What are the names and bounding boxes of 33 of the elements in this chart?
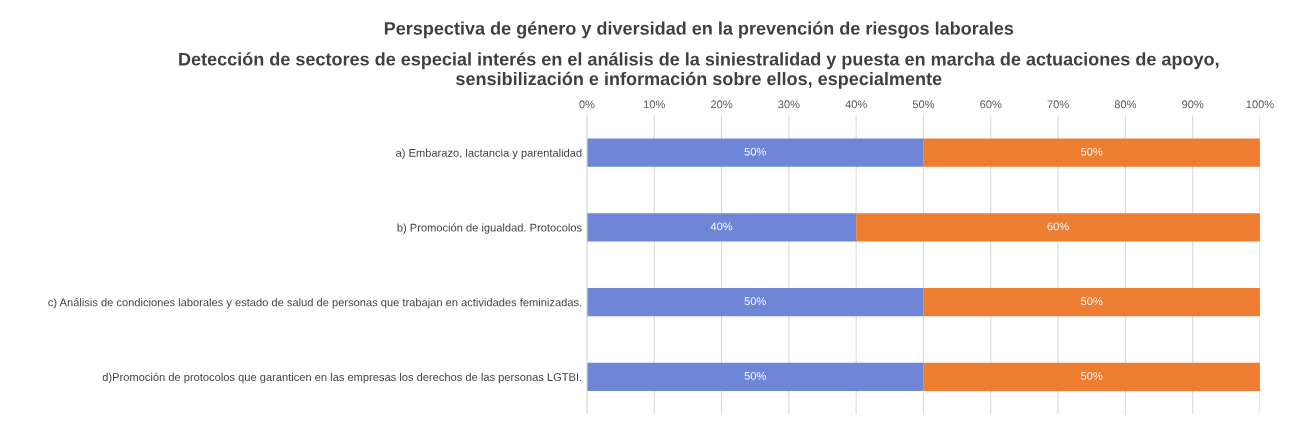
data-label: 50% — [744, 147, 766, 156]
bar — [856, 213, 1260, 242]
x-tick-label: 80% — [1114, 100, 1137, 109]
x-tick-label: 10% — [643, 100, 665, 109]
bar — [923, 138, 1260, 167]
x-tick-label: 0% — [579, 100, 595, 109]
data-label: 50% — [744, 371, 766, 380]
x-tick-label: 90% — [1182, 100, 1204, 109]
data-label: 50% — [1081, 147, 1103, 156]
x-tick-label: 70% — [1047, 100, 1069, 109]
bar — [586, 287, 924, 317]
data-label: 50% — [744, 297, 766, 306]
x-tick-label: 30% — [778, 100, 800, 109]
x-tick-label: 40% — [845, 100, 867, 109]
bar — [923, 287, 1260, 317]
x-tick-label: 50% — [912, 100, 935, 109]
y-tick-label: b) Promoción de igualdad. Protocolos — [397, 223, 582, 234]
data-label: 50% — [1081, 297, 1103, 306]
x-tick-label: 100% — [1246, 100, 1274, 109]
data-label: 60% — [1047, 222, 1069, 231]
chart-title: Perspectiva de género y diversidad en la prevención de riesgos laborales — [384, 21, 1014, 39]
data-label: 50% — [1081, 371, 1103, 380]
bar — [923, 362, 1260, 392]
bar — [586, 138, 924, 167]
y-tick-label: a) Embarazo, lactancia y parentalidad — [396, 148, 582, 159]
y-tick-label: c) Análisis de condiciones laborales y estado de salud de personas que trabajan en actividades feminizadas. — [48, 298, 582, 309]
bar — [586, 213, 857, 242]
x-tick-label: 60% — [980, 100, 1002, 109]
y-tick-label: d)Promoción de protocolos que garanticen en las empresas los derechos de las personas LGTBI. — [102, 372, 582, 384]
bar — [586, 362, 924, 392]
chart-subtitle: Detección de sectores de especial interés en el análisis de la siniestralidad y puesta en marcha de actuaciones de apoyo, sensibilización e información sobre ellos, especialmente — [179, 52, 1219, 89]
x-tick-label: 20% — [711, 100, 733, 109]
data-label: 40% — [710, 222, 733, 231]
